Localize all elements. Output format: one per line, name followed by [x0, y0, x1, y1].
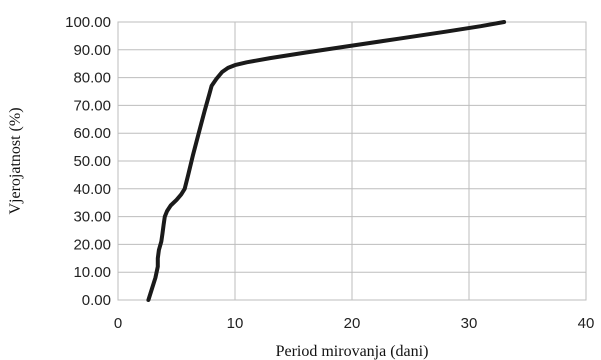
x-tick-label: 40 [578, 315, 595, 332]
y-tick-label: 0.00 [82, 292, 111, 309]
y-tick-label: 90.00 [73, 42, 111, 59]
x-tick-label: 30 [461, 315, 478, 332]
y-tick-label: 80.00 [73, 70, 111, 87]
y-tick-label: 30.00 [73, 209, 111, 226]
y-tick-label: 50.00 [73, 153, 111, 170]
y-tick-labels: 0.00 10.00 20.00 30.00 40.00 50.00 60.00 70.00 8… [65, 14, 111, 309]
y-tick-label: 40.00 [73, 181, 111, 198]
series-line [146, 20, 507, 302]
x-tick-label: 0 [114, 315, 122, 332]
x-axis-title: Period mirovanja (dani) [276, 343, 429, 360]
y-tick-label: 70.00 [73, 97, 111, 114]
y-tick-label: 20.00 [73, 236, 111, 253]
plot-area [117, 21, 587, 301]
y-tick-label: 60.00 [73, 125, 111, 142]
series-group [146, 20, 507, 302]
x-tick-labels: 0 10 20 30 40 [114, 315, 595, 332]
y-tick-label: 100.00 [65, 14, 111, 31]
grid-lines [117, 21, 587, 301]
y-axis-title: Vjerojatnost (%) [7, 107, 24, 214]
x-tick-label: 20 [344, 315, 361, 332]
y-tick-label: 10.00 [73, 264, 111, 281]
x-tick-label: 10 [227, 315, 244, 332]
